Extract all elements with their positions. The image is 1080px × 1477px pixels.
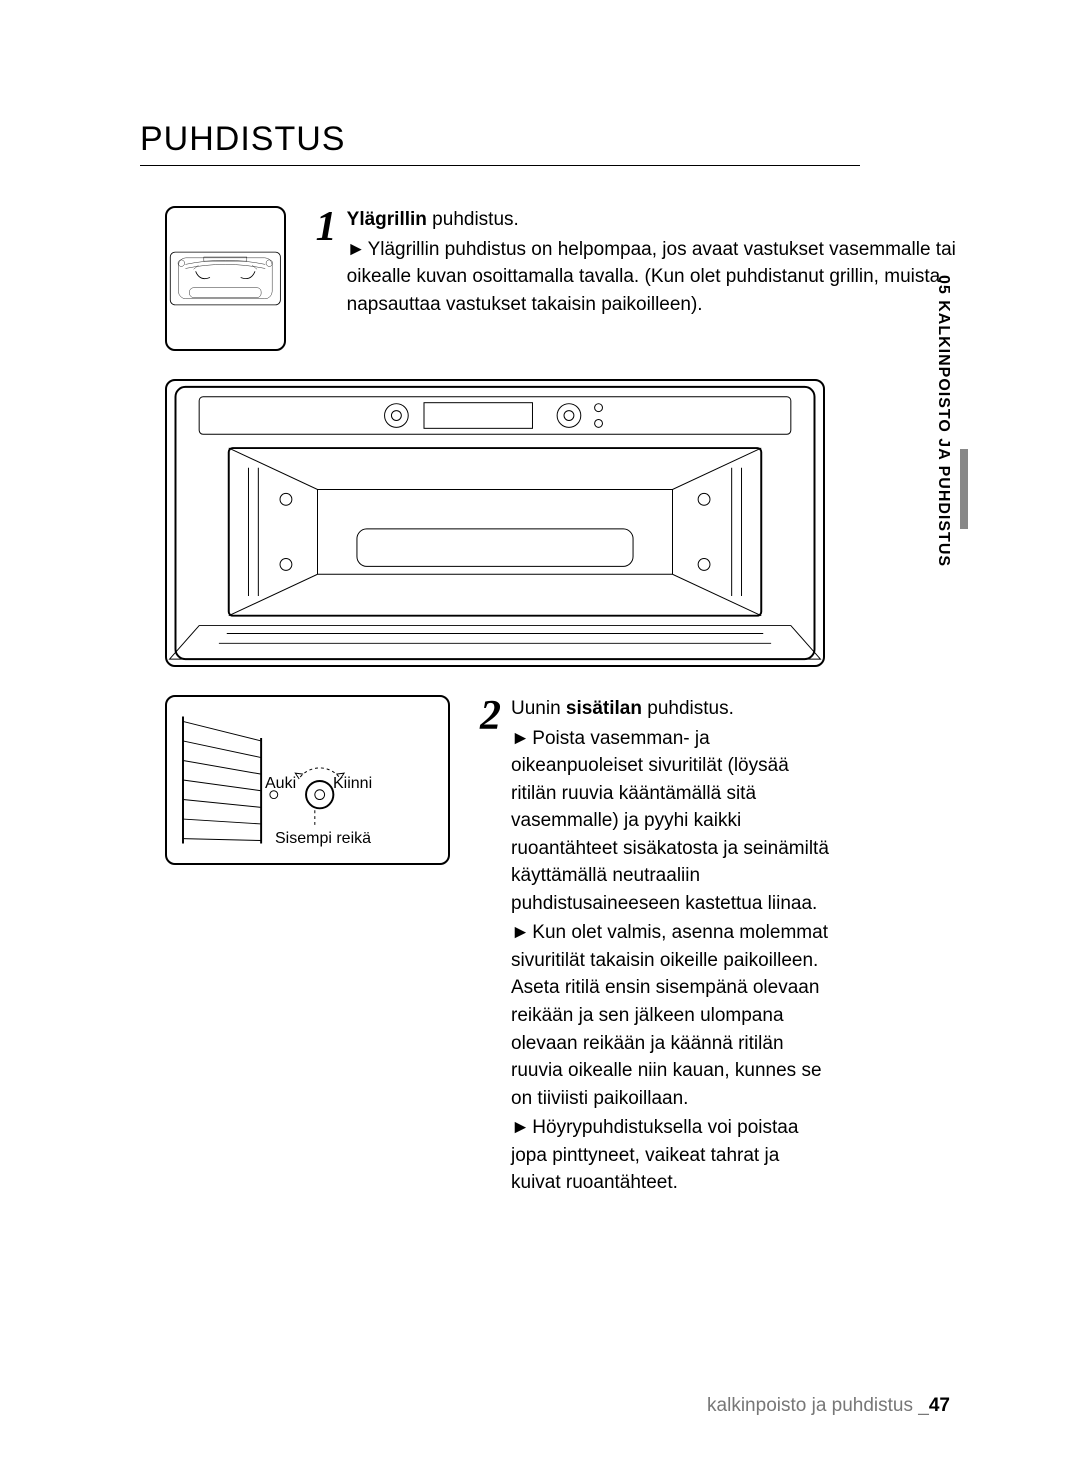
manual-page: PUHDISTUS 05 KALKINPOISTO JA PUHDISTUS 1: [0, 0, 1080, 1477]
title-rule: [140, 165, 860, 166]
grill-icon: [167, 208, 284, 349]
arrow-icon: ►: [511, 919, 527, 947]
arrow-icon: ►: [511, 1114, 527, 1142]
page-footer: kalkinpoisto ja puhdistus _47: [707, 1395, 950, 1417]
step-2-bullet-1: Poista vasemman- ja oikeanpuoleiset sivu…: [511, 728, 829, 914]
footer-text: kalkinpoisto ja puhdistus _: [707, 1395, 929, 1416]
label-kiinni: Kiinni: [333, 775, 372, 793]
step-2-lead-rest: puhdistus.: [642, 698, 734, 719]
step-2-number: 2: [480, 695, 501, 737]
page-number: 47: [929, 1395, 950, 1416]
figure-top-grill: [165, 206, 286, 351]
step-1-lead-rest: puhdistus.: [427, 209, 519, 230]
label-sisempi: Sisempi reikä: [275, 830, 371, 848]
step-1-lead-bold: Ylägrillin: [347, 209, 427, 230]
oven-icon: [167, 381, 823, 665]
section-tab-label: 05 KALKINPOISTO JA PUHDISTUS: [934, 275, 952, 567]
section-tab: 05 KALKINPOISTO JA PUHDISTUS: [934, 275, 960, 575]
step-2: Auki Kiinni Sisempi reikä 2 Uunin sisäti…: [165, 695, 980, 1197]
step-1: 1 Ylägrillin puhdistus. ► Ylägrillin puh…: [165, 206, 980, 351]
section-tab-bar: [960, 449, 968, 529]
arrow-icon: ►: [511, 725, 527, 753]
label-auki: Auki: [265, 775, 296, 793]
step-2-bullet-2: Kun olet valmis, asenna molemmat sivurit…: [511, 922, 828, 1108]
page-title: PUHDISTUS: [140, 120, 980, 159]
step-1-bullet-1: Ylägrillin puhdistus on helpompaa, jos a…: [347, 239, 956, 315]
step-2-lead-bold: sisätilan: [566, 698, 642, 719]
step-2-text: Uunin sisätilan puhdistus. ► Poista vase…: [511, 695, 830, 1197]
figure-side-rail: Auki Kiinni Sisempi reikä: [165, 695, 450, 865]
figure-oven-front: [165, 379, 825, 667]
step-2-bullet-3: Höyrypuhdistuksella voi poistaa jopa pin…: [511, 1117, 798, 1193]
step-1-number: 1: [316, 206, 337, 248]
arrow-icon: ►: [347, 236, 363, 264]
step-1-text: Ylägrillin puhdistus. ► Ylägrillin puhdi…: [347, 206, 980, 318]
step-2-lead-pre: Uunin: [511, 698, 566, 719]
